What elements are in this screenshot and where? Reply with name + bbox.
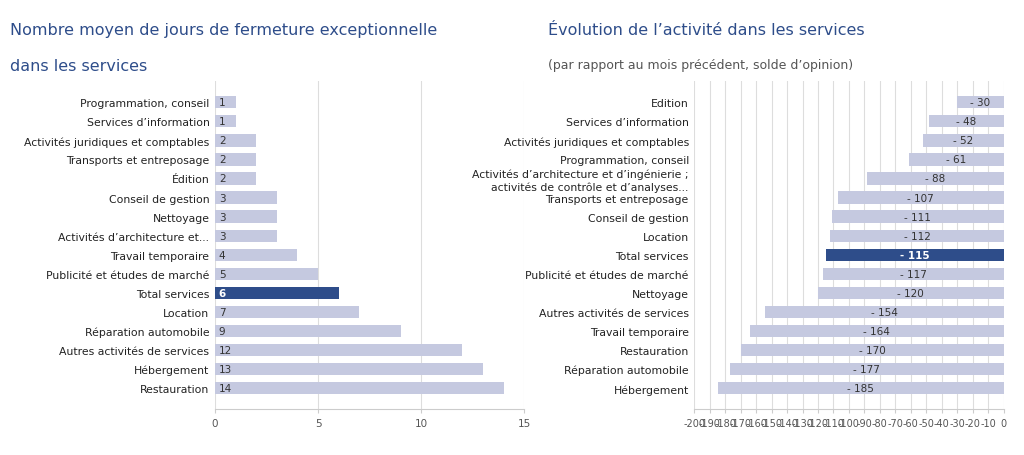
Text: - 170: - 170: [859, 345, 886, 355]
Text: - 111: - 111: [904, 212, 931, 222]
Text: 3: 3: [219, 231, 225, 241]
Text: - 112: - 112: [903, 231, 931, 241]
Bar: [215, 249, 298, 262]
Bar: [923, 135, 1004, 147]
Bar: [750, 325, 1004, 338]
Text: - 115: - 115: [900, 250, 930, 260]
Bar: [215, 382, 504, 394]
Text: 1: 1: [219, 117, 225, 127]
Text: 6: 6: [219, 288, 226, 298]
Bar: [215, 268, 318, 280]
Bar: [740, 344, 1004, 357]
Text: dans les services: dans les services: [10, 59, 147, 74]
Bar: [825, 249, 1004, 262]
Bar: [830, 230, 1004, 243]
Bar: [867, 173, 1004, 185]
Text: 1: 1: [219, 98, 225, 108]
Text: 14: 14: [219, 384, 232, 394]
Bar: [730, 363, 1004, 375]
Text: - 107: - 107: [907, 193, 934, 203]
Bar: [215, 211, 276, 223]
Bar: [215, 306, 359, 318]
Bar: [215, 325, 400, 338]
Bar: [215, 287, 339, 299]
Bar: [818, 287, 1004, 299]
Text: - 48: - 48: [956, 117, 977, 127]
Text: 3: 3: [219, 212, 225, 222]
Text: - 164: - 164: [863, 326, 890, 336]
Bar: [930, 116, 1004, 128]
Text: - 88: - 88: [926, 174, 945, 184]
Text: 12: 12: [219, 345, 232, 355]
Bar: [215, 192, 276, 204]
Text: 7: 7: [219, 307, 225, 317]
Bar: [215, 135, 256, 147]
Text: - 177: - 177: [853, 364, 881, 374]
Text: 4: 4: [219, 250, 225, 260]
Text: 2: 2: [219, 174, 225, 184]
Text: 3: 3: [219, 193, 225, 203]
Text: 13: 13: [219, 364, 232, 374]
Text: (par rapport au mois précédent, solde d’opinion): (par rapport au mois précédent, solde d’…: [548, 59, 853, 72]
Text: - 154: - 154: [871, 307, 898, 317]
Text: 9: 9: [219, 326, 225, 336]
Text: - 52: - 52: [953, 136, 974, 146]
Bar: [215, 173, 256, 185]
Text: 2: 2: [219, 136, 225, 146]
Text: - 117: - 117: [900, 269, 927, 279]
Text: 2: 2: [219, 155, 225, 165]
Text: - 120: - 120: [897, 288, 924, 298]
Text: 5: 5: [219, 269, 225, 279]
Bar: [215, 154, 256, 166]
Bar: [215, 230, 276, 243]
Text: - 185: - 185: [847, 384, 873, 394]
Bar: [831, 211, 1004, 223]
Bar: [822, 268, 1004, 280]
Text: Nombre moyen de jours de fermeture exceptionnelle: Nombre moyen de jours de fermeture excep…: [10, 23, 437, 38]
Text: - 30: - 30: [971, 98, 990, 108]
Bar: [909, 154, 1004, 166]
Bar: [838, 192, 1004, 204]
Bar: [765, 306, 1004, 318]
Bar: [215, 97, 236, 109]
Text: Évolution de l’activité dans les services: Évolution de l’activité dans les service…: [548, 23, 864, 38]
Text: - 61: - 61: [946, 155, 967, 165]
Bar: [718, 382, 1004, 394]
Bar: [215, 116, 236, 128]
Bar: [215, 363, 483, 375]
Bar: [215, 344, 463, 357]
Bar: [957, 97, 1004, 109]
